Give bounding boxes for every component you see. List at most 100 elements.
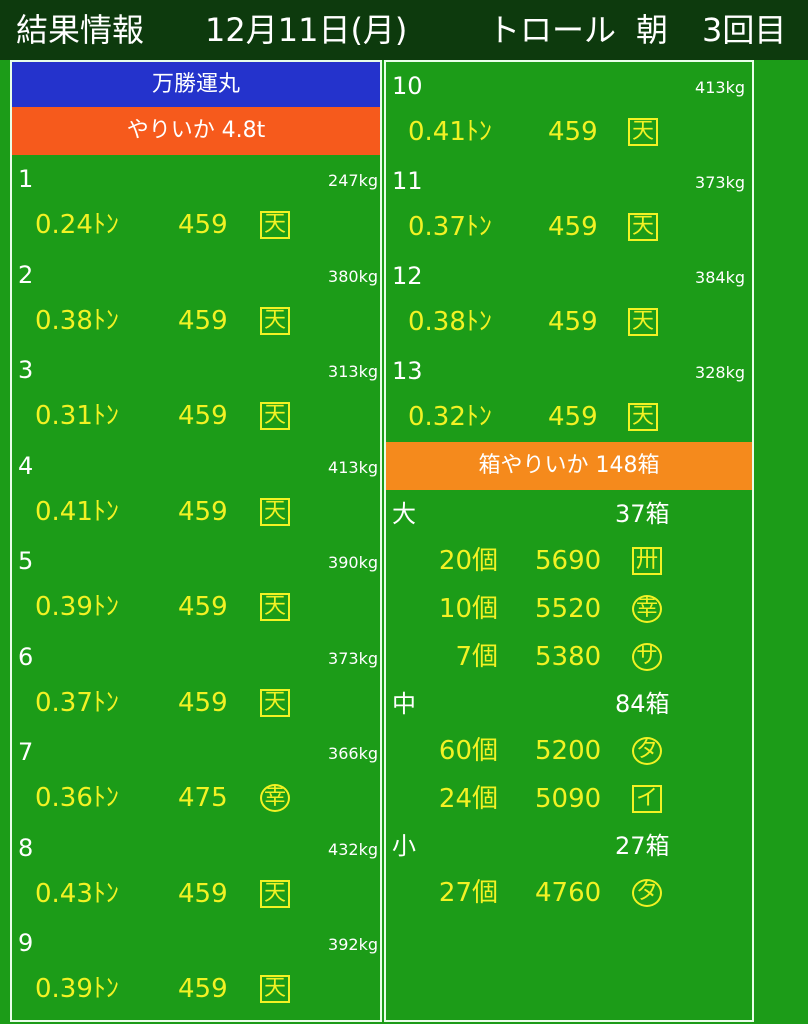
buyer: 幸 bbox=[260, 784, 291, 812]
price: 459 bbox=[178, 592, 228, 622]
lot-number: 5 bbox=[18, 547, 34, 575]
price: 4760 bbox=[535, 878, 602, 908]
count: 10個 bbox=[438, 594, 498, 624]
weight: 390kg bbox=[328, 553, 378, 572]
price: 459 bbox=[178, 305, 228, 336]
tons: 0.38ﾄﾝ bbox=[35, 305, 119, 336]
price: 459 bbox=[178, 496, 228, 527]
tons: 0.41ﾄﾝ bbox=[35, 496, 119, 527]
buyer: 天 bbox=[260, 879, 291, 908]
price: 459 bbox=[548, 307, 598, 337]
size: 小 bbox=[392, 832, 416, 860]
lot-number: 4 bbox=[18, 451, 34, 480]
header-date: 12月11日(月) bbox=[205, 11, 408, 49]
tons: 0.37ﾄﾝ bbox=[35, 687, 119, 718]
weight: 373kg bbox=[695, 173, 745, 192]
buyer: 天 bbox=[260, 688, 291, 717]
weight: 413kg bbox=[328, 457, 378, 477]
buyer: 天 bbox=[260, 402, 291, 430]
lot-number: 1 bbox=[18, 165, 34, 193]
count: 7個 bbox=[455, 642, 498, 672]
tons: 0.39ﾄﾝ bbox=[35, 592, 119, 622]
size: 中 bbox=[392, 690, 416, 718]
weight: 432kg bbox=[328, 839, 378, 859]
size: 大 bbox=[392, 500, 416, 528]
tons: 0.43ﾄﾝ bbox=[35, 878, 119, 909]
lot-number: 9 bbox=[18, 929, 34, 957]
buyer: 天 bbox=[260, 497, 291, 526]
buyer: サ bbox=[632, 643, 663, 671]
tons: 0.24ﾄﾝ bbox=[35, 210, 119, 240]
lot-number: 13 bbox=[392, 357, 423, 385]
buyer: 天 bbox=[260, 975, 291, 1003]
header-round: 3回目 bbox=[702, 11, 787, 49]
category: やりいか 4.8t bbox=[12, 107, 380, 155]
header-title: 結果情報 bbox=[16, 11, 145, 49]
right-panel bbox=[384, 60, 754, 1022]
price: 459 bbox=[178, 401, 228, 431]
lot-number: 7 bbox=[18, 738, 34, 766]
price: 5200 bbox=[535, 736, 602, 766]
price: 459 bbox=[548, 212, 598, 242]
tons: 0.37ﾄﾝ bbox=[408, 212, 492, 242]
price: 459 bbox=[178, 210, 228, 240]
buyer: 天 bbox=[260, 211, 291, 239]
buyer: 卅 bbox=[632, 547, 663, 575]
lot-number: 6 bbox=[18, 642, 34, 671]
buyer: 天 bbox=[628, 118, 659, 146]
boat-name: 万勝運丸 bbox=[12, 62, 380, 107]
count: 60個 bbox=[438, 736, 498, 766]
lot-number: 3 bbox=[18, 356, 34, 384]
lot-number: 12 bbox=[392, 262, 423, 290]
buyer: 天 bbox=[260, 593, 291, 621]
weight: 380kg bbox=[328, 266, 378, 286]
tons: 0.41ﾄﾝ bbox=[408, 117, 492, 147]
price: 459 bbox=[178, 974, 228, 1004]
count: 20個 bbox=[438, 546, 498, 576]
count: 24個 bbox=[438, 784, 498, 814]
lot-number: 10 bbox=[392, 72, 423, 100]
buyer: 天 bbox=[628, 308, 659, 336]
lot-number: 11 bbox=[392, 167, 423, 195]
price: 459 bbox=[548, 402, 598, 432]
price: 5380 bbox=[535, 642, 602, 672]
lot-number: 8 bbox=[18, 833, 34, 862]
price: 5520 bbox=[535, 594, 602, 624]
tons: 0.39ﾄﾝ bbox=[35, 974, 119, 1004]
header-bar bbox=[0, 0, 808, 60]
price: 459 bbox=[178, 878, 228, 909]
price: 475 bbox=[178, 783, 228, 813]
box-category: 箱やりいか 148箱 bbox=[386, 442, 752, 490]
weight: 413kg bbox=[695, 78, 745, 97]
weight: 366kg bbox=[328, 744, 378, 763]
buyer: 幸 bbox=[632, 595, 663, 623]
weight: 328kg bbox=[695, 363, 745, 382]
tons: 0.31ﾄﾝ bbox=[35, 401, 119, 431]
header-time: 朝 bbox=[636, 11, 669, 49]
buyer: 天 bbox=[628, 403, 659, 431]
size-total: 37箱 bbox=[615, 500, 670, 528]
left-panel bbox=[10, 60, 382, 1022]
weight: 247kg bbox=[328, 171, 378, 190]
weight: 384kg bbox=[695, 268, 745, 287]
tons: 0.32ﾄﾝ bbox=[408, 402, 492, 432]
buyer: 天 bbox=[628, 213, 659, 241]
tons: 0.36ﾄﾝ bbox=[35, 783, 119, 813]
buyer: イ bbox=[632, 785, 663, 813]
size-total: 84箱 bbox=[615, 690, 670, 718]
tons: 0.38ﾄﾝ bbox=[408, 307, 492, 337]
buyer: タ bbox=[632, 737, 663, 765]
header-method: トロール bbox=[488, 11, 617, 49]
lot-number: 2 bbox=[18, 260, 34, 289]
buyer: タ bbox=[632, 879, 663, 907]
price: 459 bbox=[548, 117, 598, 147]
price: 5690 bbox=[535, 546, 602, 576]
weight: 392kg bbox=[328, 935, 378, 954]
weight: 373kg bbox=[328, 648, 378, 668]
size-total: 27箱 bbox=[615, 832, 670, 860]
price: 5090 bbox=[535, 784, 602, 814]
count: 27個 bbox=[438, 878, 498, 908]
buyer: 天 bbox=[260, 306, 291, 335]
price: 459 bbox=[178, 687, 228, 718]
